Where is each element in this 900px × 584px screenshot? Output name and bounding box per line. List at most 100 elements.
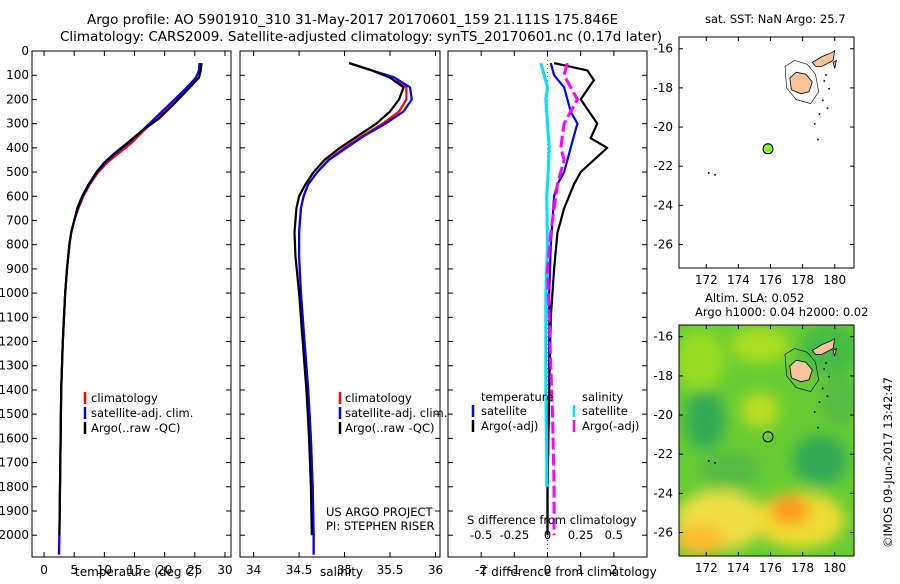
x-tick-label: 0 xyxy=(544,563,552,577)
y-tick-label: -16 xyxy=(653,330,673,344)
x-tick-label: 178 xyxy=(791,273,814,287)
island-0 xyxy=(789,359,813,383)
series-line-s-satellite xyxy=(539,62,551,487)
series-line-argo-raw-qc- xyxy=(293,62,405,536)
x-tick-label: 174 xyxy=(727,561,750,575)
legend-label-t-satellite: satellite xyxy=(481,404,527,418)
sla-heatmap xyxy=(679,325,854,556)
x-tick-label: -2 xyxy=(475,563,487,577)
islet-9 xyxy=(714,174,716,176)
legend-label-argo: Argo(..raw -QC) xyxy=(91,421,181,435)
y-tick-label: 1500 xyxy=(0,407,29,421)
islet-3 xyxy=(826,395,829,398)
islet-8 xyxy=(707,460,710,462)
islet-7 xyxy=(825,362,827,364)
sla-blob xyxy=(679,330,725,390)
difference-legend-temperature: temperature satellite Argo(-adj) xyxy=(471,390,553,433)
watermark-text: ©IMOS 09-Jun-2017 13:42:47 xyxy=(881,377,895,548)
y-tick-label: 1900 xyxy=(0,504,29,518)
legend-label-satellite: satellite-adj. clim. xyxy=(91,406,193,420)
temperature-panel: 0 5 10 15 20 25 300100200300400500600700800900… xyxy=(0,44,233,579)
island-1 xyxy=(811,337,836,355)
islet-5 xyxy=(813,123,816,125)
y-tick-label: 1700 xyxy=(0,456,29,470)
y-tick-label: 100 xyxy=(6,68,29,82)
sst-map-title: sat. SST: NaN Argo: 25.7 xyxy=(705,12,846,26)
sla-blob xyxy=(700,452,760,488)
x-tick-label: 35 xyxy=(337,563,352,577)
y-tick-label: -22 xyxy=(653,447,673,461)
legend-title-salinity: salinity xyxy=(582,390,623,404)
x-tick-label: 30 xyxy=(217,563,232,577)
argo-position-marker xyxy=(762,143,774,155)
series-line-s-argo-adj- xyxy=(546,62,579,536)
y-tick-label: 600 xyxy=(6,189,29,203)
series-line-t-argo-adj- xyxy=(546,62,609,536)
islet-1 xyxy=(828,375,830,378)
x-tick-label: 180 xyxy=(823,273,846,287)
islet-9 xyxy=(714,462,716,464)
temperature-legend: climatology satellite-adj. clim. Argo(..… xyxy=(83,391,193,435)
islet-0 xyxy=(823,368,826,370)
pi-text: PI: STEPHEN RISER xyxy=(326,519,435,533)
island-2 xyxy=(832,59,837,69)
x-tick-label: 1 xyxy=(577,563,585,577)
y-tick-label: -26 xyxy=(653,238,673,252)
y-tick-label: 900 xyxy=(6,262,29,276)
x-tick-label: 34.5 xyxy=(286,563,313,577)
islet-8 xyxy=(707,172,710,174)
salinity-legend: climatology satellite-adj. clim. Argo(..… xyxy=(338,391,447,435)
legend-label-s-argo: Argo(-adj) xyxy=(582,419,639,433)
x-tick-label: 172 xyxy=(695,273,718,287)
x-tick-label: 176 xyxy=(759,561,782,575)
x-tick-label: 36 xyxy=(428,563,443,577)
island-2 xyxy=(832,347,837,357)
island-1 xyxy=(811,49,836,67)
s-difference-xlabel: S difference from climatology xyxy=(467,513,637,527)
y-tick-label: 400 xyxy=(6,141,29,155)
s-tick-label: 0 xyxy=(544,528,551,542)
sst-map-panel: sat. SST: NaN Argo: 25.7 172 174 176 178 180… xyxy=(653,12,855,287)
x-tick-label: 2 xyxy=(610,563,618,577)
y-tick-label: 2000 xyxy=(0,528,29,542)
x-tick-label: 172 xyxy=(695,561,718,575)
x-tick-label: 174 xyxy=(727,273,750,287)
y-tick-label: 1000 xyxy=(0,286,29,300)
title-line-1: Argo profile: AO 5901910_310 31-May-2017… xyxy=(87,12,618,28)
sla-blob xyxy=(685,390,725,450)
salinity-panel: 34 34.5 35 35.5 36 salinity climatology sate… xyxy=(239,50,447,579)
reef-outline xyxy=(784,60,820,104)
sla-map-title-1: Altim. SLA: 0.052 xyxy=(705,291,804,305)
y-tick-label: 1600 xyxy=(0,431,29,445)
y-tick-label: 1400 xyxy=(0,383,29,397)
islet-1 xyxy=(828,87,830,90)
y-tick-label: -20 xyxy=(653,120,673,134)
y-tick-label: -26 xyxy=(653,526,673,540)
x-tick-label: 178 xyxy=(791,561,814,575)
sla-blob xyxy=(792,435,848,485)
y-tick-label: -20 xyxy=(653,408,673,422)
y-tick-label: -16 xyxy=(653,42,673,56)
y-tick-label: 1200 xyxy=(0,335,29,349)
sla-map-title-2: Argo h1000: 0.04 h2000: 0.02 xyxy=(695,305,868,319)
x-tick-label: 34 xyxy=(246,563,261,577)
y-tick-label: -18 xyxy=(653,369,673,383)
islet-6 xyxy=(817,138,819,141)
salinity-xlabel: salinity xyxy=(320,565,363,579)
legend-title-temperature: temperature xyxy=(481,390,553,404)
legend-label-t-argo: Argo(-adj) xyxy=(481,419,538,433)
islet-4 xyxy=(818,401,821,403)
sla-map-frame xyxy=(678,324,855,557)
x-tick-label: 35.5 xyxy=(377,563,404,577)
series-line-climatology xyxy=(57,63,201,555)
y-tick-label: -18 xyxy=(653,81,673,95)
s-tick-label: 0.5 xyxy=(605,528,623,542)
argo-position-marker xyxy=(762,431,774,443)
title-line-2: Climatology: CARS2009. Satellite-adjuste… xyxy=(60,29,662,45)
difference-legend-salinity: salinity satellite Argo(-adj) xyxy=(572,390,639,433)
s-tick-label: 0.25 xyxy=(568,528,594,542)
series-line-satellite-adj-clim- xyxy=(298,62,413,555)
sla-blob xyxy=(822,375,854,425)
x-tick-label: 20 xyxy=(157,563,172,577)
